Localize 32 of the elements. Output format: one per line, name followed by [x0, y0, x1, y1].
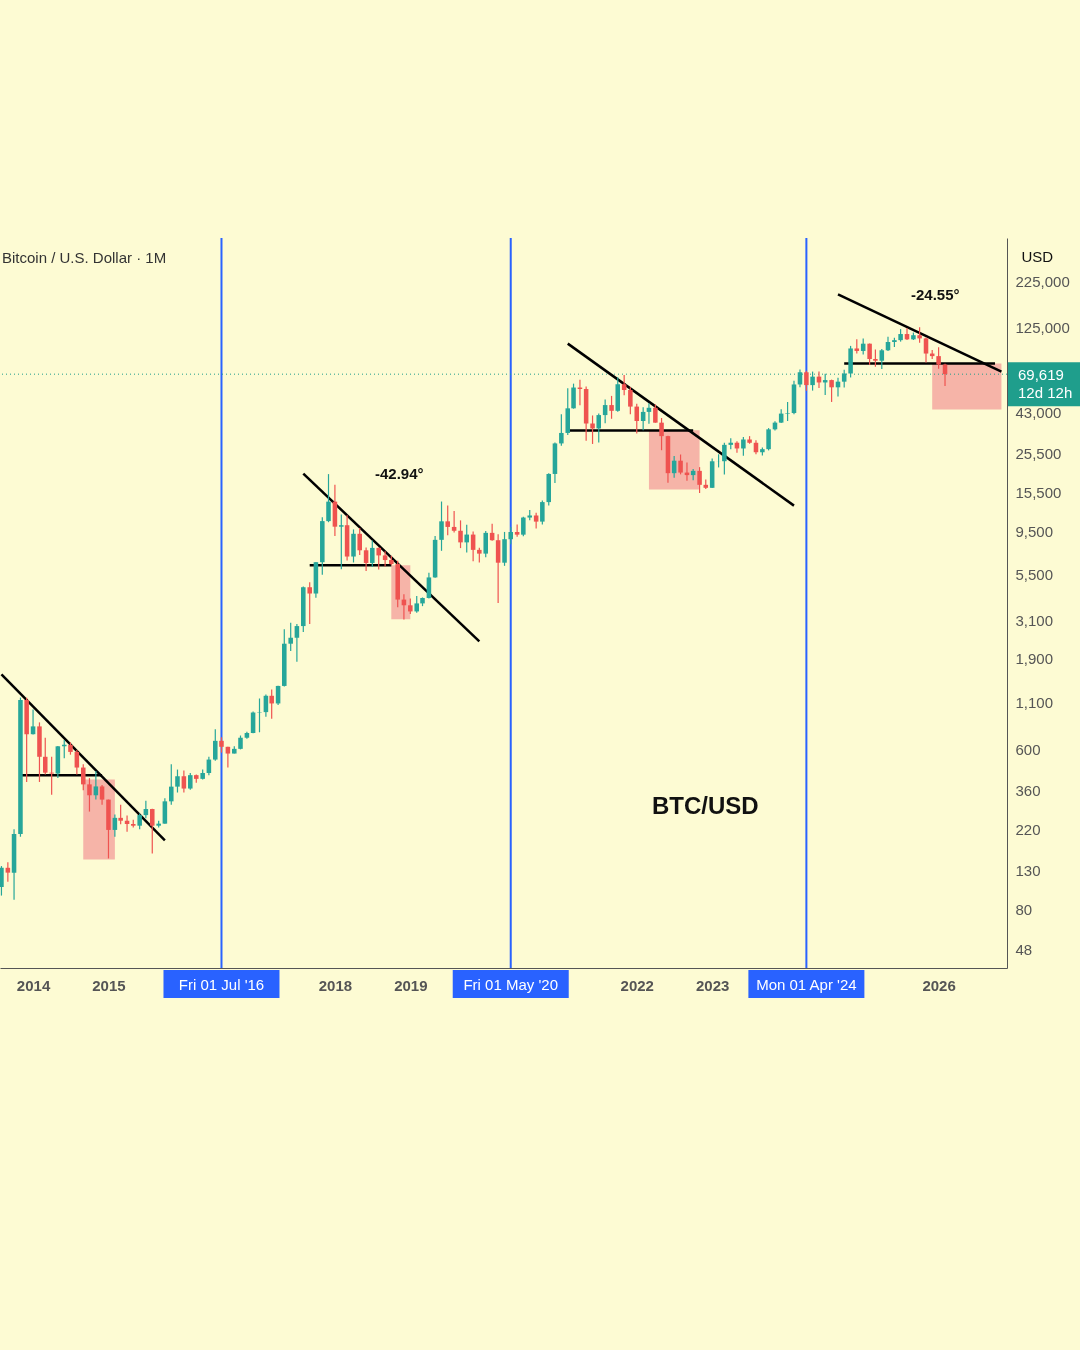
x-tick-label: 2023: [695, 976, 730, 994]
y-tick-label: 9,500: [1015, 523, 1054, 541]
y-tick-label: 220: [1015, 820, 1041, 838]
y-tick-label: 3,100: [1015, 611, 1054, 629]
x-tick-label: 2019: [394, 976, 428, 994]
text: Bitcoin / U.S. Dollar · 1M: [2, 249, 167, 266]
y-tick-label: 125,000: [1015, 319, 1070, 337]
y-tick-label: 80: [1015, 900, 1033, 918]
x-tick-label: 2022: [620, 976, 654, 994]
y-tick-label: 48: [1015, 941, 1033, 959]
x-tick-label: 2015: [92, 976, 126, 994]
y-tick-label: 130: [1015, 862, 1041, 880]
annotation: -24.55°: [911, 286, 960, 303]
ref-line-label: Mon 01 Apr '24: [756, 976, 857, 993]
y-tick-label: 1,100: [1015, 693, 1054, 711]
y-tick-label: 1,900: [1015, 650, 1054, 668]
ref-line-label: 69,619 12d 12h: [1018, 366, 1073, 402]
y-axis-title: USD: [1021, 247, 1054, 265]
x-tick-label: 2014: [16, 976, 51, 994]
y-tick-label: 225,000: [1015, 272, 1070, 290]
y-tick-label: 43,000: [1015, 403, 1062, 421]
annotation: -42.94°: [375, 465, 424, 482]
y-tick-label: 600: [1015, 741, 1041, 759]
x-tick-label: 2026: [922, 976, 956, 994]
y-tick-label: 5,500: [1015, 566, 1054, 584]
y-tick-label: 360: [1015, 781, 1041, 799]
annotation: BTC/USD: [652, 792, 759, 819]
ref-line-label: Fri 01 May '20: [463, 976, 559, 993]
y-tick-label: 25,500: [1015, 445, 1062, 463]
ref-line-label: Fri 01 Jul '16: [178, 976, 265, 993]
x-tick-label: 2018: [318, 976, 353, 994]
y-tick-label: 15,500: [1015, 484, 1062, 502]
